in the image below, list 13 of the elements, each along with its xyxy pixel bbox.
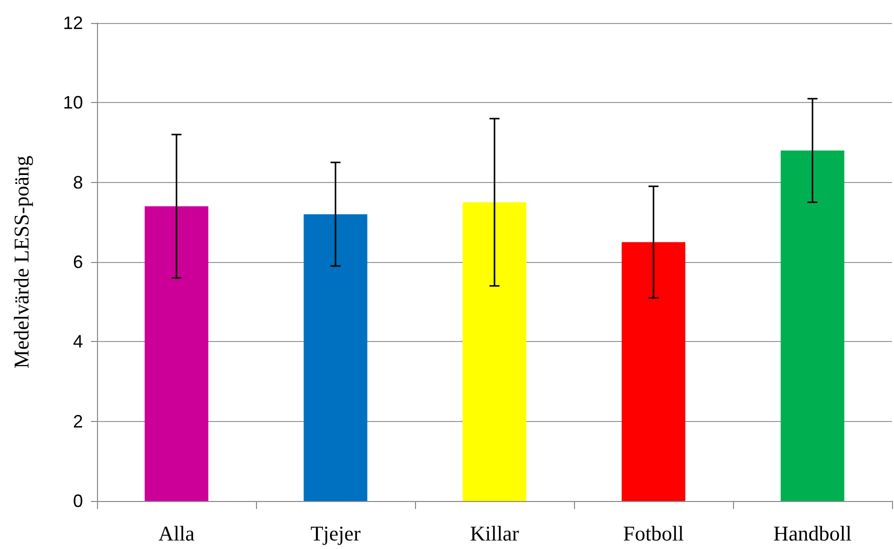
y-tick-label: 2 xyxy=(72,411,83,432)
x-tick-label: Tjejer xyxy=(310,522,361,546)
y-axis-title: Medelvärde LESS-poäng xyxy=(10,155,34,368)
y-tick-label: 10 xyxy=(62,92,83,113)
x-tick-label: Fotboll xyxy=(623,522,684,546)
y-tick-label: 8 xyxy=(72,172,83,192)
y-tick-label: 6 xyxy=(72,252,83,272)
x-tick-label: Alla xyxy=(158,522,196,546)
x-tick-label: Killar xyxy=(470,522,519,546)
y-tick-label: 4 xyxy=(72,332,83,352)
x-tick-label: Handboll xyxy=(773,522,852,546)
y-tick-label: 12 xyxy=(62,13,83,33)
y-tick-label: 0 xyxy=(72,491,83,511)
